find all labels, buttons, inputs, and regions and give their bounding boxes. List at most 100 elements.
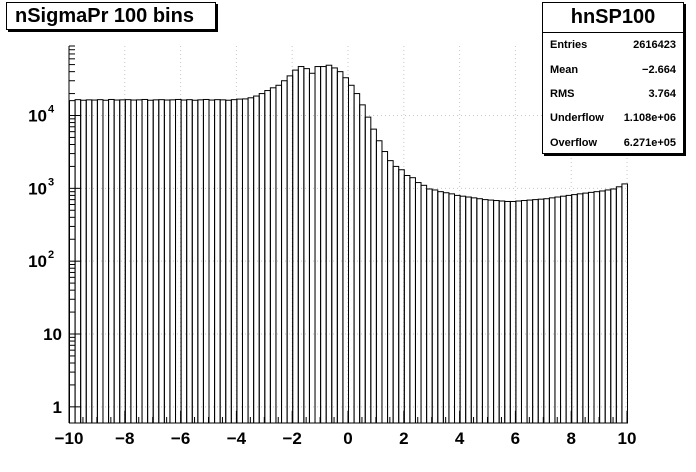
stats-label: Overflow xyxy=(550,136,598,149)
histogram-bar xyxy=(269,87,277,424)
histogram-bar xyxy=(202,98,210,424)
stats-histogram-name: hnSP100 xyxy=(543,3,683,33)
histogram-bar xyxy=(599,190,606,424)
histogram-bar xyxy=(576,193,584,424)
histogram-bar xyxy=(219,99,227,424)
histogram-bar xyxy=(359,104,366,424)
histogram-bar xyxy=(69,100,76,424)
histogram-bar xyxy=(91,99,98,424)
histogram-bar xyxy=(325,64,333,424)
stats-label: Underflow xyxy=(550,112,604,125)
histogram-bar xyxy=(387,160,394,424)
histogram-bar xyxy=(113,99,121,424)
histogram-bar xyxy=(442,192,450,424)
stats-label: RMS xyxy=(550,87,575,100)
stats-row-rms: RMS 3.764 xyxy=(543,82,683,106)
histogram-bar xyxy=(320,66,327,424)
stats-value: 3.764 xyxy=(648,87,676,100)
stats-value: 1.108e+06 xyxy=(623,112,676,125)
histogram-bar xyxy=(481,199,489,424)
histogram-bar xyxy=(520,200,528,424)
x-tick-label: −4 xyxy=(227,429,247,448)
histogram-bar xyxy=(381,151,389,424)
histogram-bar xyxy=(409,177,416,424)
histogram-bar xyxy=(537,198,545,424)
histogram-bar xyxy=(548,197,556,424)
histogram-bar xyxy=(532,199,539,424)
histogram-bar xyxy=(470,197,478,424)
histogram-bar xyxy=(258,93,266,424)
histogram-bar xyxy=(364,116,372,424)
x-ticks: −10 −8 −6 −4 −2 0 2 4 6 8 10 xyxy=(55,411,637,448)
histogram-bar xyxy=(526,199,534,424)
y-tick-exponent: 2 xyxy=(48,249,54,261)
histogram-bar xyxy=(593,191,601,424)
histogram-title: nSigmaPr 100 bins xyxy=(6,2,216,30)
stats-value: 2616423 xyxy=(633,39,676,52)
y-tick-label: 10 xyxy=(28,107,47,126)
histogram-bar xyxy=(253,95,260,424)
histogram-bar xyxy=(459,195,467,424)
x-tick-label: 4 xyxy=(455,429,465,448)
histogram-bar xyxy=(621,183,628,424)
histogram-bar xyxy=(587,191,595,424)
histogram-bar xyxy=(560,195,567,424)
histogram-bar xyxy=(487,199,495,424)
histogram-bar xyxy=(264,90,271,424)
stats-value: −2.664 xyxy=(642,63,676,76)
histogram-bar xyxy=(571,194,578,424)
histogram-bar xyxy=(303,68,310,424)
histogram-bar xyxy=(454,194,461,424)
histogram-bar xyxy=(292,69,299,424)
stats-row-overflow: Overflow 6.271e+05 xyxy=(543,131,683,155)
histogram-bar xyxy=(141,98,149,424)
histogram-bar xyxy=(197,99,204,424)
histogram-bar xyxy=(353,93,361,424)
histogram-bar xyxy=(331,67,338,424)
histogram-bar xyxy=(420,184,428,424)
histogram-bar xyxy=(314,66,322,424)
x-tick-label: −2 xyxy=(283,429,302,448)
histogram-bar xyxy=(476,198,483,424)
histogram-bar xyxy=(370,128,377,424)
y-tick-label: 1 xyxy=(53,398,62,417)
y-tick-exponent: 4 xyxy=(48,104,55,116)
y-tick-exponent: 3 xyxy=(48,176,54,188)
histogram-bar xyxy=(465,196,472,424)
stats-label: Entries xyxy=(550,39,588,52)
x-tick-label: −8 xyxy=(115,429,134,448)
histogram-bar xyxy=(336,71,344,424)
histogram-bar xyxy=(225,99,232,424)
stats-label: Mean xyxy=(550,63,579,76)
histogram-bar xyxy=(554,196,562,424)
histogram-bar xyxy=(426,188,433,424)
histogram-bar xyxy=(437,191,444,424)
y-tick-label: 10 xyxy=(28,179,47,198)
histogram-bar xyxy=(297,66,305,424)
histogram-bar xyxy=(147,99,154,424)
x-tick-label: 8 xyxy=(566,429,575,448)
histogram-bar xyxy=(615,186,623,424)
histogram-bar xyxy=(604,189,612,424)
histogram-bar xyxy=(504,200,511,424)
histogram-bar xyxy=(610,188,617,424)
stats-box: hnSP100 Entries 2616423 Mean −2.664 RMS … xyxy=(542,2,684,154)
y-tick-label: 10 xyxy=(43,325,62,344)
stats-value: 6.271e+05 xyxy=(623,136,676,149)
x-tick-label: 2 xyxy=(399,429,408,448)
x-tick-label: −10 xyxy=(55,429,84,448)
x-tick-label: 10 xyxy=(618,429,637,448)
histogram-bar xyxy=(515,200,522,424)
histogram-bar xyxy=(247,97,255,424)
histogram-bar xyxy=(281,80,288,424)
histogram-bar xyxy=(431,189,439,424)
x-tick-label: 6 xyxy=(511,429,520,448)
histogram-bar xyxy=(275,84,283,424)
histogram-bar xyxy=(398,169,405,424)
histogram-bar xyxy=(414,182,422,424)
histogram-bar xyxy=(308,72,316,424)
histogram-bar xyxy=(348,84,355,424)
